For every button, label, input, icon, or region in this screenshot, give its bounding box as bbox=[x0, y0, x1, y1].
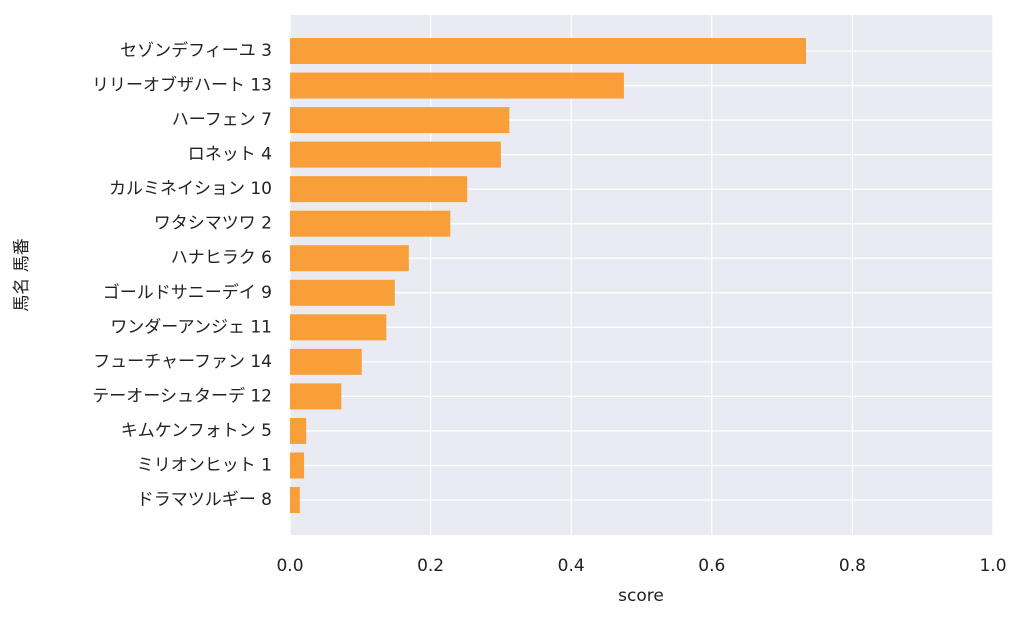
y-tick-label: セゾンデフィーユ 3 bbox=[120, 40, 272, 61]
y-tick-label: フューチャーファン 14 bbox=[93, 352, 272, 372]
plot-area bbox=[290, 15, 993, 535]
bar bbox=[290, 38, 807, 64]
y-tick-label: ワタシマツワ 2 bbox=[154, 214, 272, 234]
bars bbox=[290, 38, 807, 514]
bar bbox=[290, 210, 451, 237]
y-tick-label: ワンダーアンジェ 11 bbox=[110, 317, 272, 337]
bar bbox=[290, 417, 307, 444]
bar bbox=[290, 452, 305, 479]
bar bbox=[290, 72, 624, 99]
bar bbox=[290, 279, 395, 306]
x-tick-label: 0.6 bbox=[698, 556, 725, 576]
y-tick-label: ハーフェン 7 bbox=[172, 110, 272, 130]
y-tick-label: ゴールドサニーデイ 9 bbox=[103, 282, 272, 303]
y-tick-label: キムケンフォトン 5 bbox=[121, 421, 272, 441]
bar bbox=[290, 245, 409, 272]
x-tick-label: 0.4 bbox=[558, 556, 585, 576]
x-axis-label: score bbox=[618, 586, 664, 606]
bar bbox=[290, 107, 510, 134]
y-tick-label: ミリオンヒット 1 bbox=[137, 455, 272, 475]
y-axis-label: 馬名 馬番 bbox=[12, 238, 32, 311]
bar bbox=[290, 314, 387, 341]
bar bbox=[290, 176, 468, 203]
y-tick-label: ドラマツルギー 8 bbox=[137, 490, 272, 510]
x-tick-label: 0.2 bbox=[417, 556, 444, 576]
x-tick-label: 0.0 bbox=[276, 556, 303, 576]
y-tick-label: リリーオブザハート 13 bbox=[92, 75, 272, 96]
bar bbox=[290, 141, 501, 168]
y-tick-label: カルミネイション 10 bbox=[109, 179, 272, 199]
bar bbox=[290, 348, 362, 375]
bar bbox=[290, 487, 300, 514]
y-tick-label: ロネット 4 bbox=[188, 145, 272, 165]
y-tick-label: ハナヒラク 6 bbox=[171, 248, 272, 268]
x-tick-label: 0.8 bbox=[839, 556, 866, 576]
bar bbox=[290, 383, 342, 410]
y-tick-label: テーオーシュターデ 12 bbox=[92, 385, 272, 406]
x-tick-label: 1.0 bbox=[979, 556, 1006, 576]
